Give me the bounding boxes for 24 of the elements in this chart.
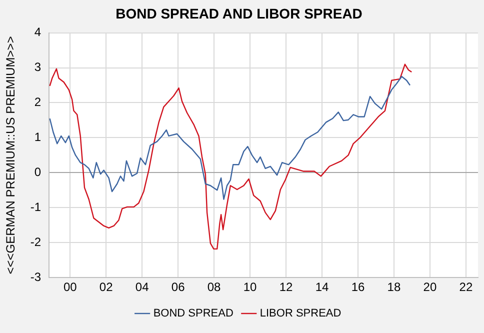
- x-tick-label: 18: [387, 280, 401, 294]
- y-tick-label: 2: [34, 95, 42, 110]
- legend-label: BOND SPREAD: [153, 308, 234, 320]
- y-tick-label: 4: [34, 25, 42, 40]
- y-tick-label: 1: [34, 130, 42, 144]
- x-tick-label: 00: [63, 280, 78, 294]
- x-tick-label: 08: [207, 280, 222, 294]
- x-tick-label: 06: [171, 280, 186, 294]
- x-tick-label: 04: [135, 280, 150, 294]
- x-tick-label: 12: [279, 280, 294, 294]
- x-tick-label: 22: [459, 280, 473, 294]
- x-tick-label: 16: [351, 280, 365, 294]
- x-tick-label: 14: [315, 280, 330, 294]
- y-axis-title: <<<GERMAN PREMIUM::US PREMIUM>>>: [4, 36, 18, 274]
- x-tick-label: 10: [243, 280, 258, 294]
- chart-title: BOND SPREAD AND LIBOR SPREAD: [116, 5, 362, 22]
- y-tick-label: -1: [30, 200, 42, 214]
- y-tick-label: -3: [30, 270, 42, 284]
- legend-label: LIBOR SPREAD: [260, 308, 342, 320]
- x-tick-label: 20: [423, 280, 437, 294]
- y-tick-label: -2: [30, 234, 42, 249]
- y-tick-label: 3: [34, 60, 42, 74]
- y-tick-label: 0: [34, 165, 42, 179]
- x-tick-label: 02: [99, 280, 114, 294]
